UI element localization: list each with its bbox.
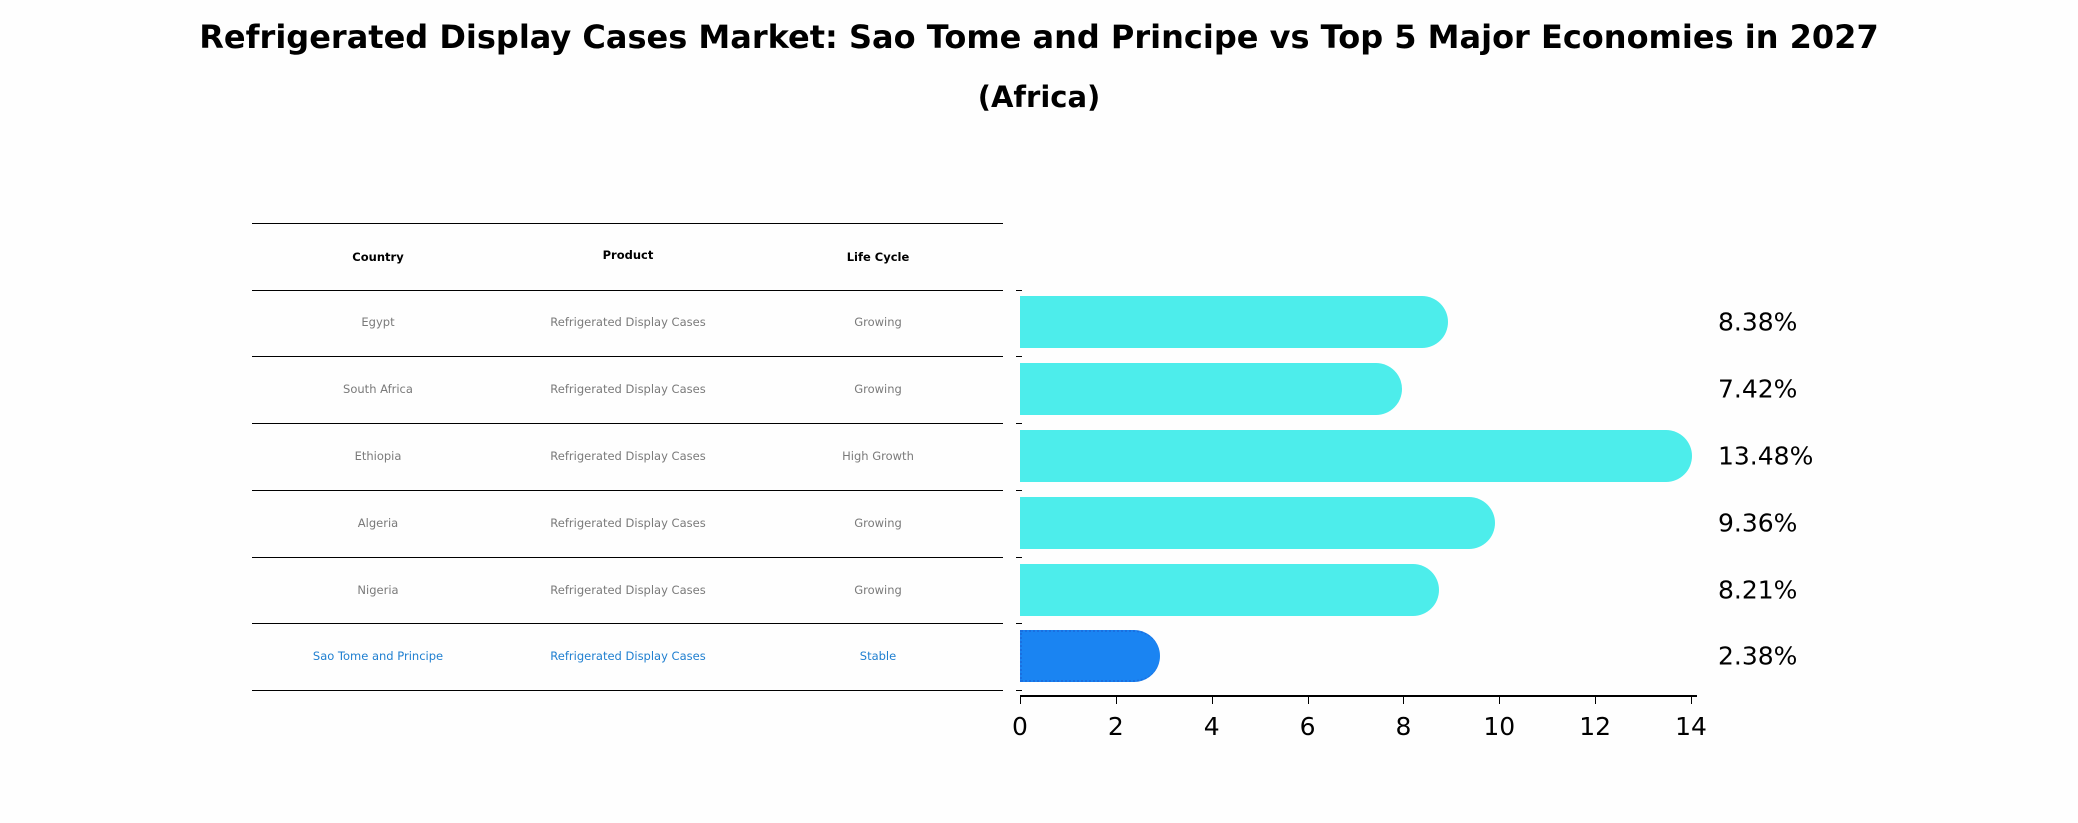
- table-rule: [252, 290, 1003, 291]
- y-tick: [1016, 356, 1022, 357]
- x-tick: [1115, 695, 1117, 704]
- cell-product: Refrigerated Display Cases: [550, 649, 706, 663]
- table-header-country: Country: [352, 250, 404, 264]
- cell-life-cycle: Stable: [859, 649, 897, 663]
- table-rule: [252, 557, 1003, 558]
- x-tick-label: 12: [1579, 712, 1612, 741]
- x-tick: [1020, 695, 1021, 704]
- cell-country: Ethiopia: [354, 449, 402, 463]
- cell-product: Refrigerated Display Cases: [550, 382, 706, 396]
- x-tick-label: 2: [1107, 712, 1124, 741]
- x-tick: [1307, 695, 1309, 704]
- cell-country: Egypt: [361, 315, 395, 329]
- cell-life-cycle: Growing: [854, 315, 902, 329]
- x-tick-label: 6: [1299, 712, 1316, 741]
- bar-algeria: [1020, 497, 1495, 549]
- cell-country: Sao Tome and Principe: [312, 649, 444, 663]
- value-label: 8.21%: [1718, 575, 1798, 605]
- x-tick: [1499, 695, 1501, 704]
- cell-product: Refrigerated Display Cases: [550, 516, 706, 530]
- x-tick-label: 0: [1012, 712, 1028, 741]
- cell-life-cycle: Growing: [854, 382, 902, 396]
- cell-country: Nigeria: [357, 583, 399, 597]
- x-tick: [1691, 695, 1692, 704]
- x-tick: [1211, 695, 1213, 704]
- value-label: 7.42%: [1718, 374, 1798, 404]
- value-label: 8.38%: [1718, 307, 1798, 337]
- x-tick-label: 10: [1483, 712, 1516, 741]
- bar-egypt: [1020, 296, 1448, 348]
- chart-title: Refrigerated Display Cases Market: Sao T…: [199, 18, 1879, 56]
- x-axis-line: [1020, 695, 1697, 697]
- cell-product: Refrigerated Display Cases: [550, 315, 706, 329]
- value-label: 9.36%: [1718, 508, 1798, 538]
- bar-nigeria: [1020, 564, 1440, 616]
- y-tick: [1016, 423, 1022, 424]
- table-header-life-cycle: Life Cycle: [846, 250, 910, 264]
- table-rule: [252, 356, 1003, 357]
- bar-ethiopia: [1020, 430, 1693, 482]
- cell-product: Refrigerated Display Cases: [550, 449, 706, 463]
- x-tick: [1403, 695, 1405, 704]
- cell-country: South Africa: [343, 382, 413, 396]
- x-tick-label: 8: [1395, 712, 1412, 741]
- x-tick-label: 4: [1203, 712, 1220, 741]
- cell-life-cycle: Growing: [854, 583, 902, 597]
- value-label: 13.48%: [1718, 441, 1814, 471]
- y-tick: [1016, 690, 1022, 691]
- table-rule: [252, 690, 1003, 691]
- table-rule: [252, 623, 1003, 624]
- table-rule: [252, 490, 1003, 491]
- bar-south-africa: [1020, 363, 1402, 415]
- cell-product: Refrigerated Display Cases: [550, 583, 706, 597]
- y-tick: [1016, 490, 1022, 491]
- cell-country: Algeria: [357, 516, 399, 530]
- cell-life-cycle: High Growth: [842, 449, 914, 463]
- table-rule: [252, 423, 1003, 424]
- x-tick: [1595, 695, 1597, 704]
- chart-subtitle: (Africa): [977, 80, 1101, 114]
- y-tick: [1016, 623, 1022, 624]
- table-rule: [252, 223, 1003, 224]
- value-label: 2.38%: [1718, 641, 1798, 671]
- cell-life-cycle: Growing: [854, 516, 902, 530]
- y-tick: [1016, 557, 1022, 558]
- table-header-product: Product: [602, 248, 654, 262]
- bar-sao-tome-and-principe: [1020, 630, 1161, 682]
- y-tick: [1016, 290, 1022, 291]
- x-tick-label: 14: [1675, 712, 1707, 741]
